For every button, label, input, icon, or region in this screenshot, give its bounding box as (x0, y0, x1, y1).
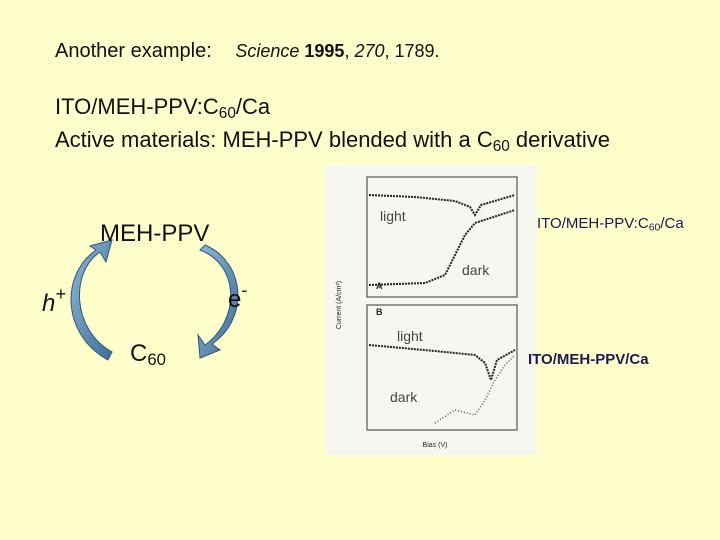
y-axis-label: Current (A/cm²) (336, 281, 343, 329)
panel-letter: A (376, 281, 383, 291)
acceptor-label: C60 (130, 340, 166, 370)
panel-frame (366, 176, 518, 298)
text: /Ca (660, 215, 684, 232)
hole-label: h+ (42, 284, 66, 318)
dark-label: dark (462, 262, 490, 278)
device-structure: ITO/MEH-PPV:C60/Ca (55, 94, 270, 123)
text: ITO/MEH-PPV:C (55, 94, 219, 119)
electron-arrow (197, 244, 239, 359)
slide-title: Another example: Science 1995, 270, 1789… (55, 40, 440, 63)
text: ITO/MEH-PPV:C (537, 215, 649, 232)
text: C (130, 340, 148, 367)
subscript: 60 (147, 350, 167, 370)
superscript: - (241, 280, 248, 300)
journal: Science (235, 41, 300, 61)
subscript: 60 (648, 221, 661, 234)
subscript: 60 (492, 137, 510, 155)
curve (368, 344, 516, 384)
text: /Ca (235, 94, 271, 119)
year: 1995 (304, 41, 345, 61)
text: derivative (515, 127, 611, 152)
curve (368, 209, 516, 286)
text: e (228, 285, 242, 313)
panel-letter: B (376, 307, 383, 317)
iv-plot-image: A B Bias (V) Current (A/cm²) (325, 165, 537, 455)
device-label: ITO/MEH-PPV:C60/Ca (537, 215, 684, 234)
text: h (42, 289, 56, 317)
transfer-diagram (70, 239, 239, 361)
volume: 270 (354, 41, 385, 61)
subscript: 60 (218, 104, 236, 122)
panel-frame (366, 304, 518, 431)
citation: Science 1995, 270, 1789. (235, 41, 439, 61)
x-axis-label: Bias (V) (423, 442, 448, 449)
pages: , 1789. (384, 41, 440, 61)
donor-label: MEH-PPV (100, 220, 210, 247)
light-label: light (397, 328, 423, 344)
image-background (325, 165, 537, 455)
electron-label: e- (228, 280, 247, 314)
citation-sep: , (344, 41, 350, 61)
curve (368, 194, 516, 217)
superscript: + (55, 284, 66, 304)
dark-label: dark (390, 389, 418, 405)
light-label: light (380, 208, 406, 224)
curve (434, 354, 516, 424)
materials-line: Active materials: MEH-PPV blended with a… (55, 127, 610, 156)
device-label: ITO/MEH-PPV/Ca (528, 351, 649, 368)
title-lead: Another example: (55, 40, 212, 62)
text: Active materials: MEH-PPV blended with a… (55, 127, 493, 152)
hole-arrow (70, 239, 113, 361)
